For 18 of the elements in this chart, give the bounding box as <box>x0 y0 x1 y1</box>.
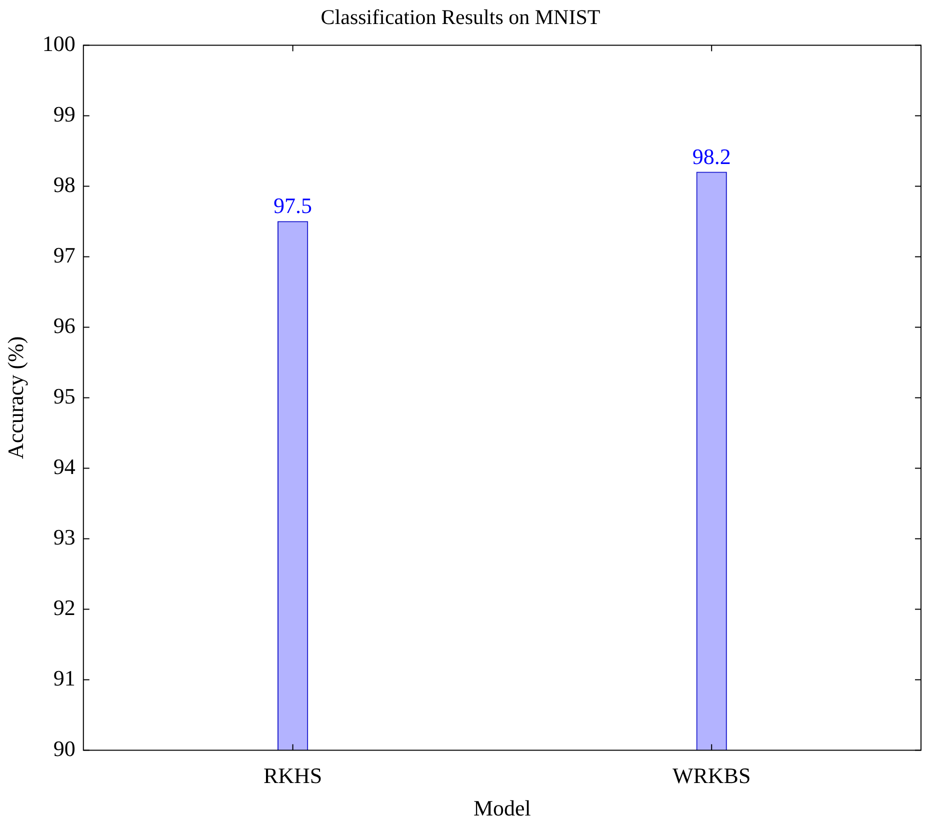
x-tick-label: WRKBS <box>672 763 751 788</box>
y-tick-label: 95 <box>53 383 76 408</box>
y-tick-label: 96 <box>53 312 76 338</box>
y-axis-title: Accuracy (%) <box>2 336 28 460</box>
y-tick-label: 90 <box>53 736 76 761</box>
y-tick-label: 94 <box>53 454 76 479</box>
chart-title: Classification Results on MNIST <box>320 5 600 30</box>
x-tick-label: RKHS <box>263 763 322 788</box>
y-tick-label: 92 <box>53 594 76 620</box>
y-tick-label: 99 <box>53 101 76 126</box>
y-tick-label: 91 <box>53 665 76 690</box>
y-tick-label: 97 <box>53 242 76 268</box>
data-label: 97.5 <box>274 193 312 218</box>
y-tick-label: 100 <box>42 30 76 56</box>
y-tick-label: 93 <box>53 524 76 550</box>
x-axis-title: Model <box>473 796 531 821</box>
y-tick-label: 98 <box>53 172 76 197</box>
data-label: 98.2 <box>692 144 731 169</box>
